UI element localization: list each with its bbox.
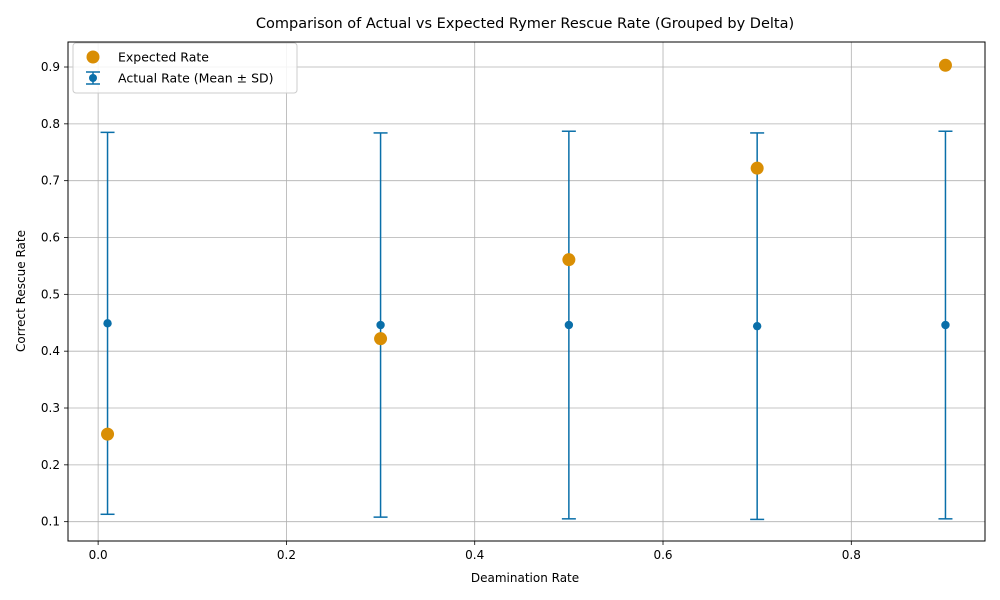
y-tick-label: 0.9 (41, 60, 60, 74)
expected-rate-point (750, 161, 764, 175)
x-axis-ticks: 0.0 0.2 0.4 0.6 0.8 (89, 541, 861, 562)
x-tick-label: 0.2 (277, 548, 296, 562)
actual-rate-point (941, 320, 950, 330)
legend-box (72, 42, 298, 94)
grid-lines (68, 42, 985, 541)
legend-actual-marker (86, 71, 100, 85)
y-tick-label: 0.6 (41, 231, 60, 245)
y-tick-label: 0.4 (41, 344, 60, 358)
legend-expected-marker (86, 50, 100, 64)
y-tick-label: 0.5 (41, 287, 60, 301)
expected-rate-points (101, 58, 952, 441)
legend-expected-label: Expected Rate (118, 50, 209, 65)
actual-rate-point (752, 321, 762, 331)
y-tick-label: 0.8 (41, 117, 60, 131)
x-tick-label: 0.4 (465, 548, 484, 562)
expected-rate-point (562, 253, 576, 267)
y-tick-label: 0.3 (41, 401, 60, 415)
legend: Expected Rate Actual Rate (Mean ± SD) (72, 42, 298, 94)
actual-rate-point (564, 320, 574, 330)
expected-rate-point (938, 58, 952, 72)
expected-rate-point (374, 332, 388, 346)
x-tick-label: 0.6 (653, 548, 672, 562)
chart-title: Comparison of Actual vs Expected Rymer R… (256, 16, 794, 32)
legend-actual-label: Actual Rate (Mean ± SD) (118, 71, 274, 86)
y-axis-ticks: 0.1 0.2 0.3 0.4 0.5 0.6 0.7 0.8 0.9 (41, 60, 68, 529)
y-tick-label: 0.1 (41, 515, 60, 529)
x-axis-label: Deamination Rate (471, 571, 579, 585)
actual-rate-point (376, 320, 385, 330)
actual-rate-errorbars (100, 130, 953, 521)
x-tick-label: 0.8 (842, 548, 861, 562)
y-tick-label: 0.7 (41, 174, 60, 188)
y-tick-label: 0.2 (41, 458, 60, 472)
actual-rate-points (103, 319, 950, 331)
x-tick-label: 0.0 (89, 548, 108, 562)
expected-rate-point (101, 427, 115, 441)
y-axis-label: Correct Rescue Rate (14, 230, 28, 352)
actual-rate-point (103, 319, 112, 328)
plot-frame (67, 41, 986, 542)
